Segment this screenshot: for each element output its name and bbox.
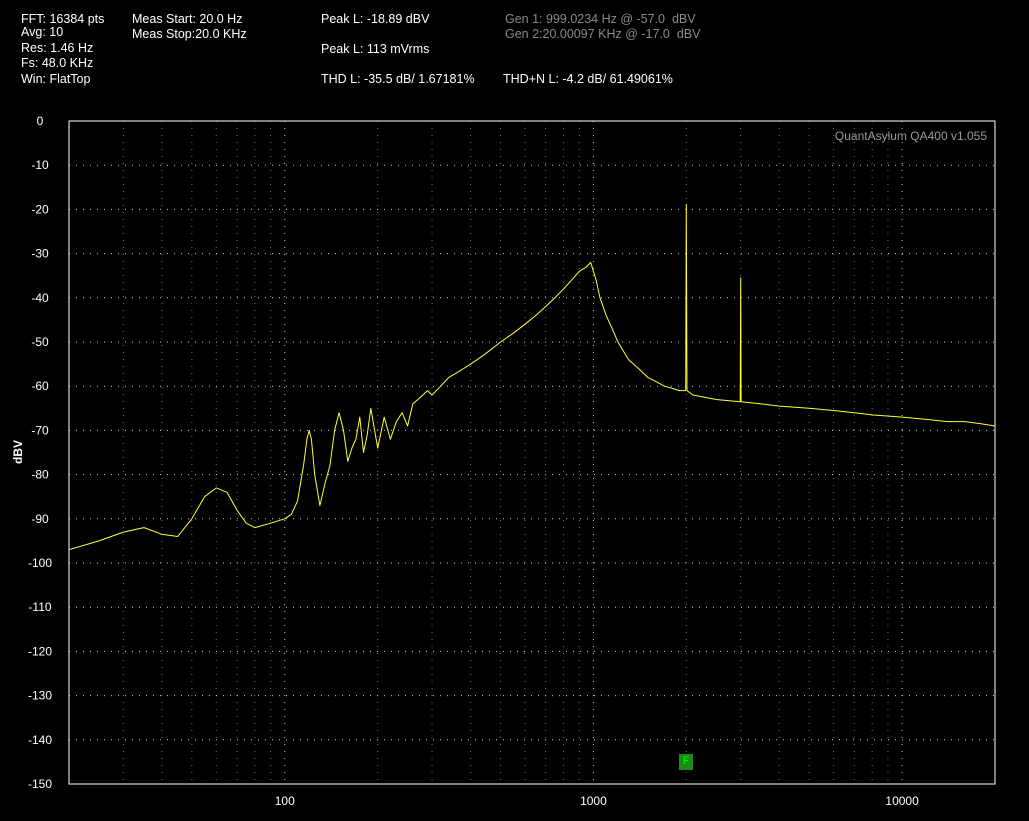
- grid-lines: [69, 121, 995, 784]
- peak-vrms-text: Peak L: 113 mVrms: [321, 42, 430, 56]
- y-tick-label: -140: [28, 733, 52, 747]
- y-tick-label: -120: [28, 644, 52, 658]
- sample-rate-text: Fs: 48.0 KHz: [21, 56, 94, 70]
- watermark-text: QuantAsylum QA400 v1.055: [835, 129, 987, 143]
- x-tick-label: 10000: [885, 794, 919, 808]
- y-tick-label: -20: [31, 202, 49, 216]
- x-tick-label: 100: [275, 794, 295, 808]
- x-tick-label: 1000: [580, 794, 607, 808]
- y-axis-label: dBV: [11, 440, 25, 464]
- gen1-text: Gen 1: 999.0234 Hz @ -57.0 dBV: [505, 12, 696, 26]
- thd-text: THD L: -35.5 dB/ 1.67181%: [321, 72, 475, 86]
- meas-start-text: Meas Start: 20.0 Hz: [132, 12, 243, 26]
- x-tick-labels: 100 1000 10000: [275, 794, 919, 808]
- y-tick-labels: 0 -10 -20 -30 -40 -50 -60 -70 -80 -90 -100 -110 -120…: [28, 114, 52, 791]
- y-tick-label: -100: [28, 556, 52, 570]
- window-text: Win: FlatTop: [21, 72, 91, 86]
- plot-frame: [68, 120, 996, 785]
- spectrum-trace: [68, 204, 996, 551]
- y-tick-label: -90: [31, 512, 49, 526]
- averages-text: Avg: 10: [21, 25, 64, 39]
- y-tick-label: -30: [31, 247, 49, 261]
- peak-dbv-text: Peak L: -18.89 dBV: [321, 12, 430, 26]
- meas-stop-text: Meas Stop:20.0 KHz: [132, 27, 247, 41]
- fft-points-text: FFT: 16384 pts: [21, 12, 105, 26]
- gen2-text: Gen 2:20.00097 KHz @ -17.0 dBV: [505, 27, 701, 41]
- y-tick-label: 0: [37, 114, 44, 128]
- y-tick-label: -60: [31, 379, 49, 393]
- y-tick-label: -40: [31, 291, 49, 305]
- frequency-marker[interactable]: F: [679, 754, 693, 770]
- y-tick-label: -150: [28, 777, 52, 791]
- y-tick-label: -10: [31, 158, 49, 172]
- y-tick-label: -80: [31, 468, 49, 482]
- thdn-text: THD+N L: -4.2 dB/ 61.49061%: [503, 72, 673, 86]
- y-tick-label: -130: [28, 689, 52, 703]
- y-tick-label: -50: [31, 335, 49, 349]
- resolution-text: Res: 1.46 Hz: [21, 41, 94, 55]
- y-tick-label: -110: [28, 600, 51, 614]
- y-tick-label: -70: [31, 423, 49, 437]
